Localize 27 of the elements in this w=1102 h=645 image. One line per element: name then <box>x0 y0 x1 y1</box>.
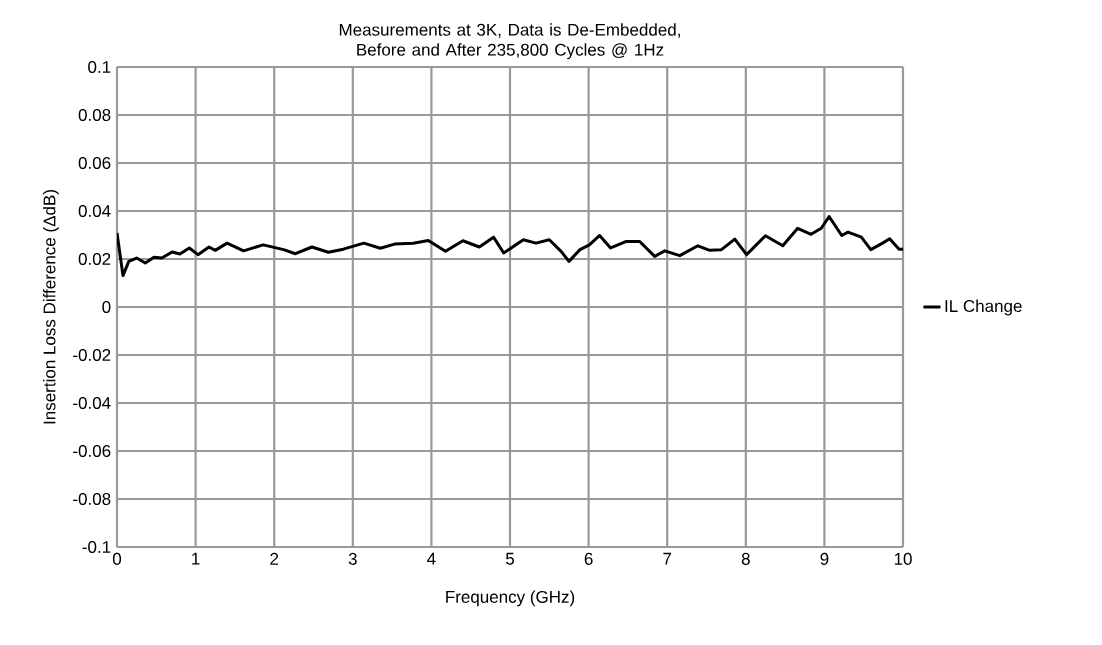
y-tick-label: -0.02 <box>73 348 111 362</box>
y-tick-label: 0.08 <box>78 108 111 122</box>
line-series <box>117 215 904 278</box>
x-tick-label: 7 <box>663 552 672 565</box>
x-tick-label: 5 <box>505 552 515 565</box>
y-tick-label: 0.1 <box>88 60 111 74</box>
x-tick-label: 1 <box>192 552 200 565</box>
y-tick-label: -0.08 <box>73 492 111 506</box>
x-tick-label: 10 <box>894 552 912 565</box>
x-tick-label: 3 <box>348 552 357 565</box>
y-axis-title: Insertion Loss Difference (ΔdB) <box>43 190 59 424</box>
x-axis-title: Frequency (GHz) <box>446 590 575 607</box>
y-tick-label: -0.04 <box>73 396 111 410</box>
x-tick-label: 8 <box>741 552 750 565</box>
x-tick-label: 4 <box>427 552 436 565</box>
y-tick-label: -0.06 <box>73 444 111 458</box>
legend-label: IL Change <box>945 299 1022 316</box>
y-tick-label: 0.06 <box>78 156 111 170</box>
x-tick-label: 0 <box>112 552 122 565</box>
x-tick-label: 6 <box>584 552 593 565</box>
chart-title: Measurements at 3K, Data is De-Embedded, Before and After 235,800 Cycles @ 1Hz <box>339 23 680 60</box>
x-tick-label: 9 <box>820 552 829 565</box>
y-tick-label: 0.04 <box>78 204 111 218</box>
y-tick-label: -0.1 <box>82 540 111 554</box>
y-tick-label: 0 <box>102 300 111 314</box>
y-tick-label: 0.02 <box>78 252 111 266</box>
x-tick-label: 2 <box>270 552 279 565</box>
